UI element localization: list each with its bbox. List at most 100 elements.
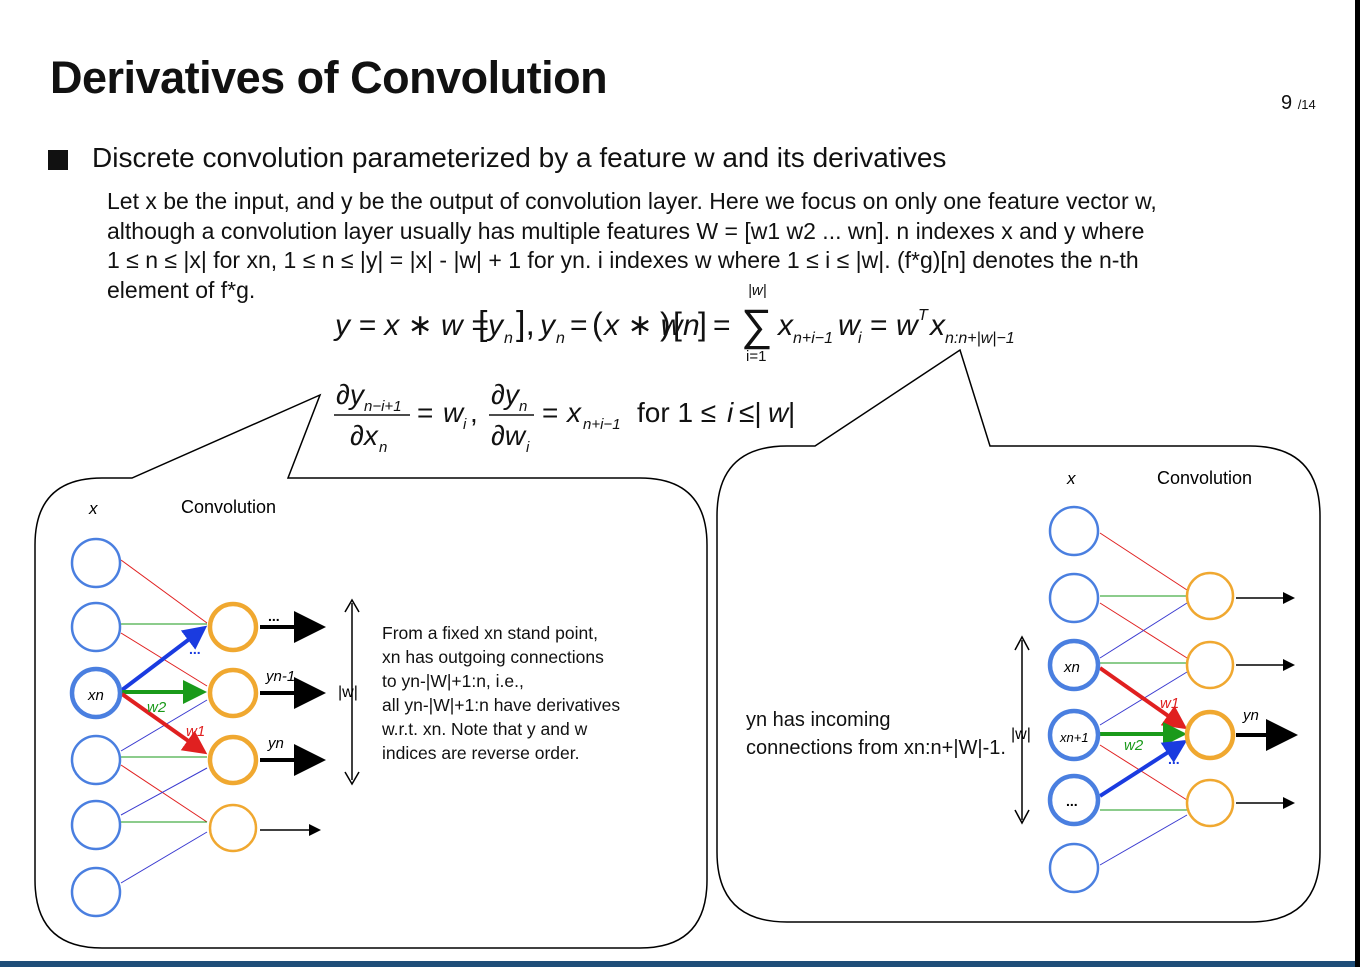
conv-node — [207, 667, 259, 719]
svg-text:n:n+|w|−1: n:n+|w|−1 — [945, 330, 1015, 347]
left-yn1-label: yn-1 — [265, 668, 295, 685]
svg-text:|: | — [788, 397, 795, 428]
svg-text:n−i+1: n−i+1 — [364, 398, 402, 415]
left-dots-blue: ... — [189, 641, 201, 657]
input-node-xn — [69, 666, 123, 720]
input-node — [1047, 773, 1101, 827]
bullet-square-icon — [48, 150, 68, 170]
svg-text:|w|: |w| — [748, 282, 767, 299]
left-w1-label: w1 — [186, 723, 205, 740]
input-node-xn — [1047, 638, 1101, 692]
svg-text:y: y — [486, 309, 505, 342]
svg-text:i: i — [727, 397, 734, 428]
svg-text:i=1: i=1 — [746, 348, 766, 365]
svg-text:=: = — [870, 309, 888, 342]
left-xn-label: xn — [87, 687, 104, 704]
right-w1-label: w1 — [1160, 695, 1179, 712]
conv-node — [1185, 778, 1235, 828]
paragraph-line: 1 ≤ n ≤ |x| for xn, 1 ≤ n ≤ |y| = |x| - … — [107, 247, 1139, 273]
svg-text:=: = — [570, 309, 588, 342]
svg-text:∂w: ∂w — [491, 420, 527, 451]
svg-text:x ∗ w: x ∗ w — [602, 309, 685, 342]
right-x-label: x — [1066, 469, 1076, 488]
input-node — [70, 734, 122, 786]
input-node — [70, 866, 122, 918]
svg-text:for 1 ≤: for 1 ≤ — [637, 397, 716, 428]
right-w-abs-label: |w| — [1011, 726, 1031, 743]
svg-text:w: w — [443, 397, 465, 428]
right-callout-balloon — [716, 348, 1321, 923]
conv-node — [207, 734, 259, 786]
page-current: 9 — [1281, 92, 1293, 114]
paragraph-line: element of f*g. — [107, 276, 256, 303]
bullet-text: Discrete convolution parameterized by a … — [92, 142, 947, 173]
right-xn1-label: xn+1 — [1059, 730, 1089, 745]
svg-text:n+i−1: n+i−1 — [583, 416, 621, 433]
paragraph-line: although a convolution layer usually has… — [107, 217, 1145, 244]
left-note-line: to yn-|W|+1:n, i.e., — [382, 671, 524, 691]
input-node — [1048, 842, 1100, 894]
left-network: x Convolution — [69, 497, 360, 918]
right-w2-label: w2 — [1124, 737, 1144, 754]
right-conv-label: Convolution — [1157, 468, 1252, 488]
left-conv-label: Convolution — [181, 497, 276, 517]
svg-text:∂y: ∂y — [336, 379, 366, 410]
right-note-line: connections from xn:n+|W|-1. — [746, 737, 1006, 759]
svg-text:∂y: ∂y — [491, 379, 521, 410]
left-x-label: x — [88, 499, 98, 518]
svg-text:=: = — [713, 309, 731, 342]
left-note-line: From a fixed xn stand point, — [382, 623, 598, 643]
left-note-line: indices are reverse order. — [382, 743, 580, 763]
input-node — [70, 799, 122, 851]
input-node — [1048, 572, 1100, 624]
svg-text:[: [ — [478, 305, 488, 343]
svg-text:],: ], — [516, 305, 535, 343]
paragraph-line: Let x be the input, and y be the output … — [107, 188, 1157, 214]
svg-text:,: , — [470, 397, 478, 428]
svg-text:T: T — [918, 307, 929, 324]
left-w-abs-label: |w| — [338, 684, 358, 701]
svg-text:w: w — [838, 309, 862, 342]
conv-node — [207, 601, 259, 653]
svg-text:]: ] — [698, 306, 707, 342]
svg-text:n: n — [379, 439, 387, 456]
right-dots-blue: ... — [1168, 751, 1180, 767]
left-note-line: all yn-|W|+1:n have derivatives — [382, 695, 621, 715]
right-yn-label: yn — [1242, 707, 1259, 724]
svg-text:(: ( — [592, 306, 603, 342]
input-node — [70, 601, 122, 653]
left-yn-label: yn — [267, 735, 284, 752]
svg-text:≤|: ≤| — [739, 397, 762, 428]
right-network: x Convolution — [1011, 468, 1298, 894]
svg-text:∂x: ∂x — [350, 420, 379, 451]
left-dots-top: ... — [268, 608, 280, 624]
slide-title: Derivatives of Convolution — [50, 52, 608, 103]
svg-text:∑: ∑ — [741, 301, 772, 350]
svg-text:n+i−1: n+i−1 — [793, 330, 833, 347]
description-paragraph: Let x be the input, and y be the output … — [107, 187, 1307, 305]
page-number: 9 /14 — [1281, 92, 1316, 115]
left-note: From a fixed xn stand point, xn has outg… — [382, 621, 632, 765]
svg-text:n: n — [519, 398, 527, 415]
right-xn-label: xn — [1063, 659, 1080, 676]
left-w2-label: w2 — [147, 699, 167, 716]
svg-text:n: n — [683, 309, 700, 342]
svg-text:i: i — [463, 416, 467, 433]
svg-text:i: i — [858, 330, 862, 347]
right-note: yn has incoming connections from xn:n+|W… — [746, 706, 1016, 762]
right-dots-node: ... — [1066, 793, 1078, 809]
svg-text:y = x ∗ w =: y = x ∗ w = — [333, 309, 489, 342]
right-note-line: yn has incoming — [746, 709, 891, 731]
left-note-line: xn has outgoing connections — [382, 647, 604, 667]
svg-text:n: n — [504, 330, 513, 347]
svg-text:n: n — [556, 330, 565, 347]
svg-text:w: w — [768, 397, 790, 428]
svg-text:w: w — [896, 309, 920, 342]
conv-node-yn — [1184, 709, 1236, 761]
left-callout-balloon — [34, 393, 708, 949]
conv-node — [1185, 640, 1235, 690]
